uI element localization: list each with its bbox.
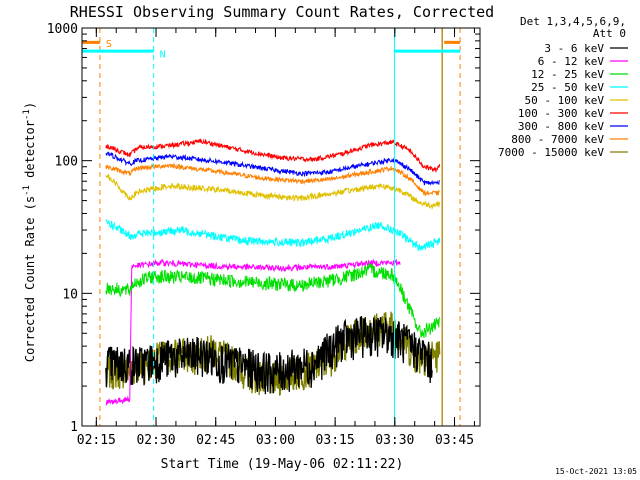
y-axis-label: Corrected Count Rate (s-1 detector-1)	[22, 102, 37, 362]
series-line-6-12-kev-kev	[105, 258, 401, 406]
saa-flag-label: S	[106, 39, 112, 50]
legend-entry-label: 50 - 100 keV	[525, 94, 605, 107]
legend-header-line: Att 0	[593, 27, 626, 40]
night-flag-label: N	[160, 49, 166, 60]
series-line-50-100-kev-kev	[105, 173, 441, 210]
x-tick-label: 03:30	[375, 433, 414, 448]
series-layer	[105, 138, 441, 406]
y-tick-label: 100	[55, 155, 78, 170]
legend-entry-label: 300 - 800 keV	[518, 120, 604, 133]
legend-entry-label: 3 - 6 keV	[544, 42, 604, 55]
y-axis-label-sup-2: -1	[22, 109, 32, 120]
legend-entry-label: 6 - 12 keV	[538, 55, 605, 68]
x-tick-label: 02:30	[136, 433, 175, 448]
legend-entry-label: 12 - 25 keV	[531, 68, 604, 81]
legend-entry-label: 7000 - 15000 keV	[498, 146, 604, 159]
series-line-100-300-kev-kev	[105, 138, 441, 173]
y-axis-label-sup-1: -1	[22, 185, 32, 196]
legend-entry-label: 25 - 50 keV	[531, 81, 604, 94]
series-line-3-6-kev-kev	[105, 315, 433, 395]
x-tick-label: 02:15	[77, 433, 116, 448]
legend-entry-label: 800 - 7000 keV	[511, 133, 604, 146]
y-axis-label-mid: detector	[23, 120, 37, 185]
y-tick-label: 10	[62, 287, 78, 302]
x-tick-label: 03:45	[435, 433, 474, 448]
series-line-800-7000-kev-kev	[105, 162, 441, 197]
series-line-25-50-kev-kev	[105, 219, 441, 253]
flag-layer: SN	[82, 28, 461, 426]
y-tick-label: 1	[70, 420, 78, 435]
legend-entry-label: 100 - 300 keV	[518, 107, 604, 120]
x-tick-label: 02:45	[196, 433, 235, 448]
x-tick-label: 03:15	[316, 433, 355, 448]
footer-timestamp: 15-Oct-2021 13:05	[555, 467, 637, 476]
x-axis-label: Start Time (19-May-06 02:11:22)	[161, 457, 404, 472]
chart-title: RHESSI Observing Summary Count Rates, Co…	[70, 3, 494, 21]
y-tick-label: 1000	[47, 22, 78, 37]
x-tick-label: 03:00	[256, 433, 295, 448]
series-line-12-25-kev-kev	[105, 261, 441, 338]
y-axis-label-end: )	[23, 102, 37, 109]
ticks-layer: 1 10 100 1000 02:15 02:30 02:45 03:00 03:15 03:30…	[47, 22, 480, 448]
series-line-300-800-kev-kev	[105, 151, 440, 186]
y-axis-label-main: Corrected Count Rate (s	[23, 196, 37, 362]
legend-header-line: Det 1,3,4,5,6,9,	[520, 15, 626, 28]
plot-frame	[81, 27, 481, 427]
